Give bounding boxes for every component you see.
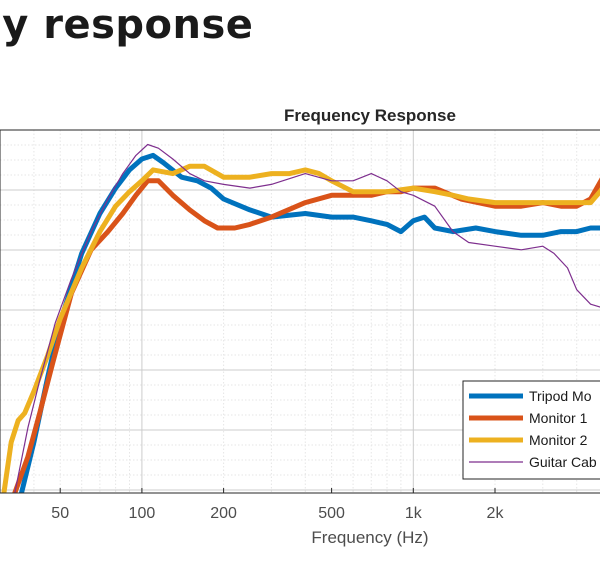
legend-label: Tripod Mo — [529, 388, 592, 404]
series-line-monitor-1 — [12, 177, 600, 493]
page-heading: cy response — [0, 2, 254, 48]
series-line-tripod-mo — [19, 152, 600, 493]
series-line-monitor-2 — [1, 163, 600, 493]
x-tick-label: 200 — [210, 505, 237, 522]
x-tick-label: 1k — [405, 505, 423, 522]
x-axis-label: Frequency (Hz) — [311, 528, 428, 547]
chart-title: Frequency Response — [284, 106, 456, 125]
x-axis-ticks: 50 100 200 500 1k 2k — [51, 488, 504, 522]
x-tick-label: 100 — [129, 505, 156, 522]
legend-label: Monitor 2 — [529, 432, 588, 448]
legend-label: Guitar Cab — [529, 454, 597, 470]
x-tick-label: 50 — [51, 505, 69, 522]
legend: Tripod Mo Monitor 1 Monitor 2 Guitar Cab — [462, 380, 600, 480]
series-line-guitar-cab — [14, 143, 600, 493]
x-tick-label: 2k — [487, 505, 505, 522]
plot-frame — [0, 129, 600, 494]
x-tick-label: 500 — [318, 505, 345, 522]
legend-label: Monitor 1 — [529, 410, 588, 426]
series-lines — [1, 143, 600, 493]
